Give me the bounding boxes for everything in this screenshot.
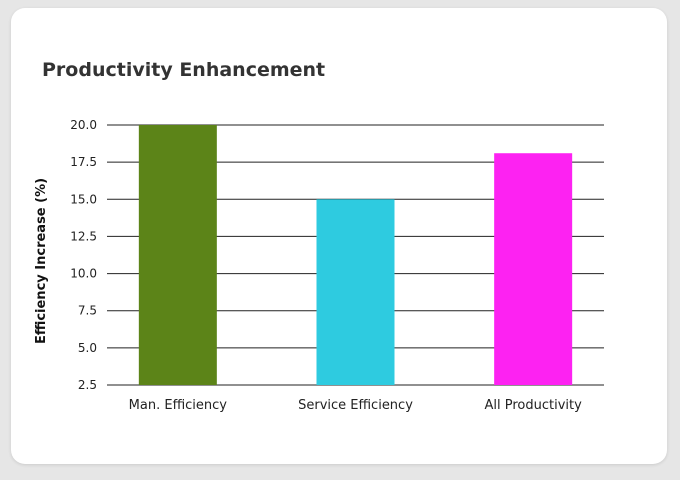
y-tick-label: 2.5 xyxy=(78,378,97,392)
y-tick-label: 10.0 xyxy=(70,267,97,281)
chart-title: Productivity Enhancement xyxy=(42,59,326,81)
y-tick-label: 5.0 xyxy=(78,341,97,355)
x-category-labels: Man. Efficiency Service Efficiency All Pro… xyxy=(129,398,582,413)
bars xyxy=(138,125,573,385)
bar xyxy=(138,125,217,385)
x-category-label: Man. Efficiency xyxy=(129,398,228,413)
x-category-label: Service Efficiency xyxy=(298,398,413,413)
bar xyxy=(316,199,395,385)
chart-card: Productivity Enhancement 2.5 5.0 7.5 10.0 12… xyxy=(11,8,667,464)
bar xyxy=(494,153,573,385)
x-category-label: All Productivity xyxy=(485,398,583,413)
y-tick-label: 17.5 xyxy=(70,155,97,169)
y-tick-label: 12.5 xyxy=(70,229,97,243)
y-tick-labels: 2.5 5.0 7.5 10.0 12.5 15.0 17.5 20.0 xyxy=(70,118,97,392)
bar-chart: 2.5 5.0 7.5 10.0 12.5 15.0 17.5 20.0 Man. Effic… xyxy=(34,118,604,413)
y-axis-label: Efficiency Increase (%) xyxy=(34,178,49,344)
y-tick-label: 20.0 xyxy=(70,118,97,132)
y-tick-label: 7.5 xyxy=(78,304,97,318)
y-tick-label: 15.0 xyxy=(70,192,97,206)
